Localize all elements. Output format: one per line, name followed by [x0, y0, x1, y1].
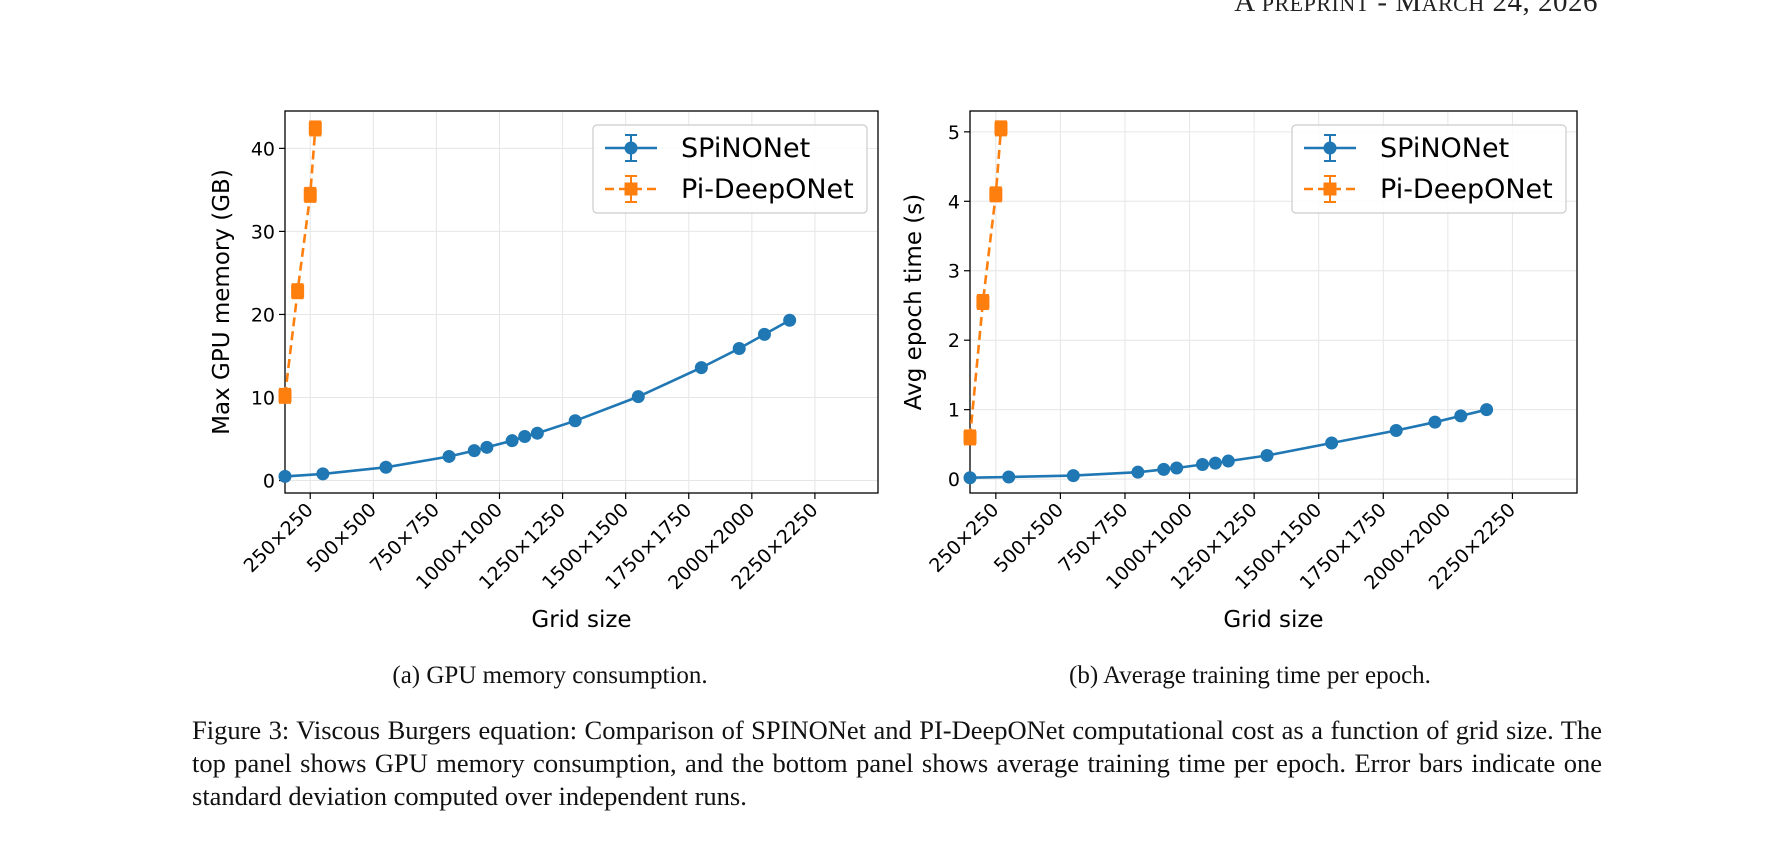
header-m: M — [1395, 0, 1422, 18]
data-point — [694, 361, 708, 375]
data-point — [1260, 448, 1274, 462]
data-point — [1325, 436, 1339, 450]
data-point — [480, 440, 494, 454]
y-tick-label: 0 — [263, 471, 275, 493]
data-point — [631, 390, 645, 404]
data-point — [303, 188, 317, 202]
figure-caption: Figure 3: Viscous Burgers equation: Comp… — [192, 715, 1602, 811]
y-tick-label: 0 — [948, 469, 960, 491]
data-point — [1195, 458, 1209, 472]
data-point — [442, 449, 456, 463]
y-tick-label: 40 — [251, 138, 275, 160]
data-point — [316, 467, 330, 481]
data-point — [1454, 409, 1468, 423]
x-axis-label: Grid size — [1223, 607, 1323, 633]
subcaption-b: (b) Average training time per epoch. — [1069, 662, 1431, 689]
header-date: 24, 2026 — [1484, 0, 1598, 18]
y-tick-label: 2 — [948, 330, 960, 352]
x-tick-label: 500×500 — [990, 499, 1068, 577]
y-tick-label: 10 — [251, 388, 275, 410]
legend-label: Pi-DeepONet — [681, 174, 854, 205]
legend-marker — [624, 182, 638, 196]
series-line-spinonet — [284, 319, 791, 478]
running-header: A PREPRINT - MARCH 24, 2026 — [1234, 0, 1598, 19]
y-tick-label: 4 — [948, 191, 960, 213]
y-tick-label: 5 — [948, 122, 960, 144]
chart-gpu-memory: 010203040250×250500×500750×7501000×10001… — [209, 110, 879, 633]
data-point — [1208, 456, 1222, 470]
x-tick-label: 250×250 — [925, 499, 1003, 577]
x-axis-label: Grid size — [531, 607, 631, 633]
data-point — [467, 444, 481, 458]
legend-box — [592, 124, 868, 214]
y-tick-label: 30 — [251, 221, 275, 243]
header-sep: - — [1369, 0, 1396, 18]
y-tick-label: 3 — [948, 261, 960, 283]
y-axis-label: Max GPU memory (GB) — [209, 169, 235, 435]
header-arch: ARCH — [1421, 0, 1485, 16]
data-point — [1389, 423, 1403, 437]
data-point — [530, 426, 544, 440]
data-point — [976, 295, 990, 309]
y-tick-label: 1 — [948, 400, 960, 422]
data-point — [757, 327, 771, 341]
y-axis-label: Avg epoch time (s) — [901, 194, 927, 410]
legend-marker — [1323, 182, 1337, 196]
data-point — [963, 430, 977, 444]
data-point — [505, 434, 519, 448]
data-point — [291, 284, 305, 298]
header-a: A — [1234, 0, 1256, 18]
header-preprint: PREPRINT — [1255, 0, 1370, 16]
data-point — [963, 471, 977, 485]
legend-label: Pi-DeepONet — [1380, 174, 1553, 205]
plot-frame — [969, 110, 1578, 494]
data-point — [732, 342, 746, 356]
data-point — [568, 414, 582, 428]
data-point — [278, 469, 292, 483]
data-point — [308, 121, 322, 135]
subcaption-a: (a) GPU memory consumption. — [392, 662, 708, 689]
data-point — [994, 121, 1008, 135]
y-tick-label: 20 — [251, 304, 275, 326]
data-point — [1221, 454, 1235, 468]
data-point — [783, 313, 797, 327]
data-point — [1170, 461, 1184, 475]
series-line-pi-deeponet — [968, 128, 1003, 438]
data-point — [379, 460, 393, 474]
data-point — [1157, 462, 1171, 476]
data-point — [989, 187, 1003, 201]
legend-marker — [1323, 141, 1337, 155]
data-point — [1066, 469, 1080, 483]
data-point — [278, 389, 292, 403]
data-point — [1131, 465, 1145, 479]
data-point — [1428, 415, 1442, 429]
data-point — [1002, 470, 1016, 484]
series-line-pi-deeponet — [283, 128, 317, 396]
data-point — [1480, 403, 1494, 417]
data-point — [518, 430, 532, 444]
legend-box — [1291, 124, 1567, 214]
chart-epoch-time: 012345250×250500×500750×7501000×10001250… — [901, 110, 1578, 633]
plot-frame — [284, 110, 879, 494]
legend-marker — [624, 141, 638, 155]
legend-label: SPiNONet — [681, 133, 810, 164]
legend-label: SPiNONet — [1380, 133, 1509, 164]
